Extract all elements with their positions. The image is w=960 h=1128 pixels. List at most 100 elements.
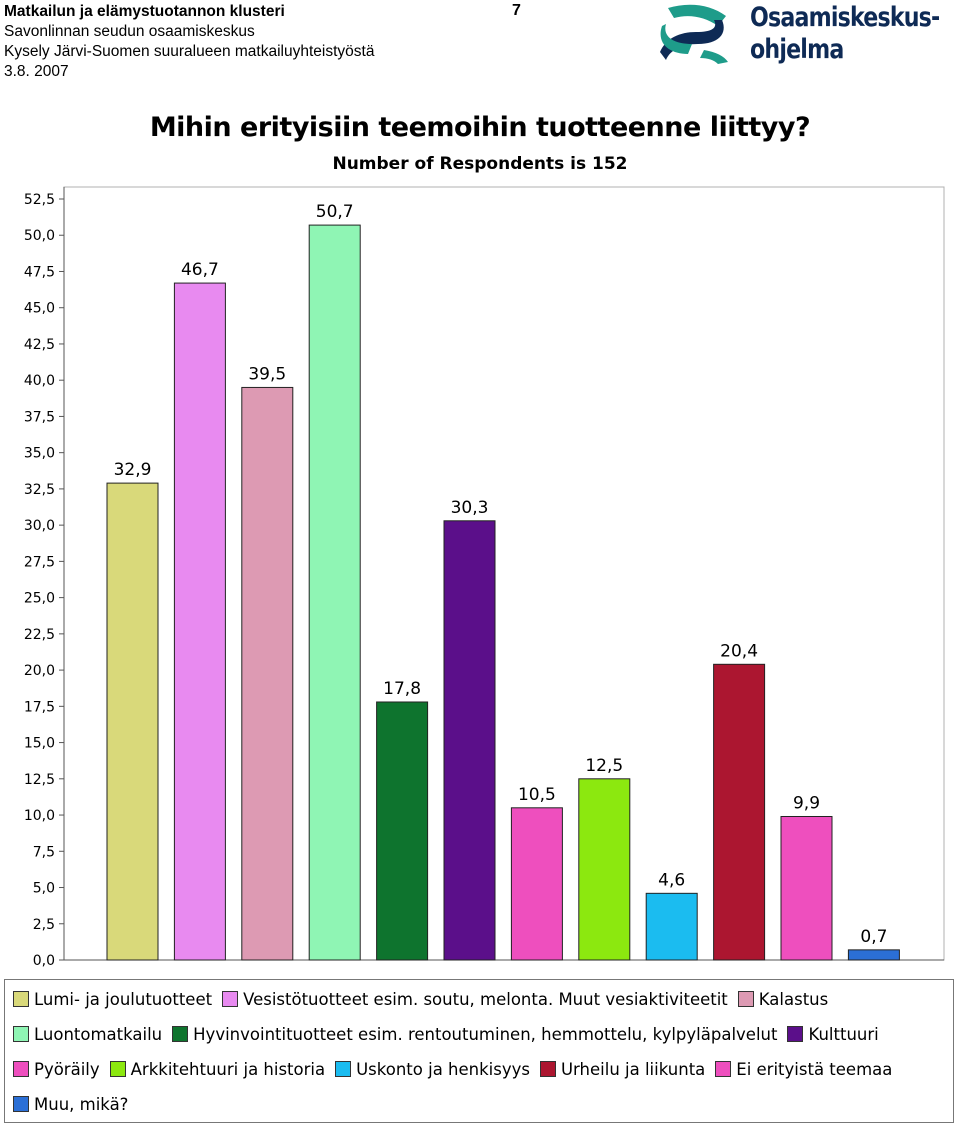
bar-value-label: 17,8 — [383, 679, 421, 699]
y-tick-label: 2,5 — [33, 917, 55, 933]
legend-item: Uskonto ja henkisyys — [335, 1060, 530, 1079]
y-tick-label: 42,5 — [24, 337, 55, 353]
legend-swatch — [539, 1061, 556, 1077]
legend-item: Pyöräily — [13, 1060, 100, 1079]
legend-swatch — [172, 1026, 189, 1042]
bar-value-label: 30,3 — [451, 498, 489, 518]
bar — [780, 815, 833, 961]
chart-title: Mihin erityisiin teemoihin tuotteenne li… — [149, 112, 811, 143]
bar-chart: 0,0 2,5 5,0 7,5 10,0 12,5 15,0 17,5 20,0 22,5 25,0… — [24, 186, 945, 969]
y-tick-label: 45,0 — [24, 301, 55, 317]
legend-row-4: Muu, mikä? — [13, 1093, 138, 1115]
y-tick-label: 37,5 — [24, 409, 55, 425]
y-tick-label: 47,5 — [24, 264, 55, 280]
y-tick-label: 30,0 — [24, 518, 55, 534]
legend-swatch — [715, 1061, 732, 1077]
y-tick-label: 35,0 — [24, 446, 55, 462]
bar-value-label: 0,7 — [860, 927, 887, 947]
legend-row-2: Luontomatkailu Hyvinvointituotteet esim. … — [13, 1023, 889, 1045]
bar — [578, 778, 631, 961]
logo-text-line1: Osaamiskeskus- — [750, 2, 940, 33]
legend-label: Hyvinvointituotteet esim. rentoutuminen,… — [193, 1024, 778, 1044]
header-cluster-title: Matkailun ja elämystuotannon klusteri — [4, 3, 285, 20]
y-tick-label: 10,0 — [24, 808, 55, 824]
legend-swatch — [13, 991, 29, 1007]
legend-label: Pyöräily — [34, 1059, 100, 1079]
legend-swatch — [109, 1061, 126, 1077]
legend-item: Kulttuuri — [787, 1024, 879, 1044]
header-date: 3.8. 2007 — [4, 63, 69, 80]
legend-item: Arkkitehtuuri ja historia — [109, 1059, 326, 1079]
legend-label: Arkkitehtuuri ja historia — [130, 1059, 326, 1079]
chart-subtitle: Number of Respondents is 152 — [332, 154, 628, 174]
bar — [106, 482, 159, 961]
chart-legend: Lumi- ja joulutuotteet Vesistötuotteet es… — [4, 979, 954, 1123]
legend-item: Muu, mikä? — [13, 1095, 128, 1114]
y-tick-label: 32,5 — [24, 482, 55, 498]
bar-value-label: 46,7 — [181, 260, 219, 280]
y-tick-label: 20,0 — [24, 663, 55, 679]
bar — [241, 386, 294, 961]
logo-text-line2: ohjelma — [750, 34, 844, 65]
legend-swatch — [787, 1026, 804, 1042]
y-tick-label: 25,0 — [24, 591, 55, 607]
legend-label: Kulttuuri — [808, 1024, 879, 1044]
bar-value-label: 32,9 — [114, 460, 152, 480]
y-tick-label: 50,0 — [24, 228, 55, 244]
legend-swatch — [222, 991, 239, 1007]
bar-value-label: 10,5 — [518, 785, 556, 805]
bar — [173, 282, 226, 961]
legend-label: Muu, mikä? — [34, 1094, 129, 1114]
bar — [443, 520, 496, 961]
legend-row-3: Pyöräily Arkkitehtuuri ja historia Uskonto… — [13, 1058, 902, 1080]
legend-label: Luontomatkailu — [34, 1024, 163, 1044]
bar — [510, 807, 563, 961]
legend-row-1: Lumi- ja joulutuotteet Vesistötuotteet es… — [13, 988, 838, 1010]
legend-label: Uskonto ja henkisyys — [356, 1059, 530, 1079]
legend-item: Hyvinvointituotteet esim. rentoutuminen,… — [172, 1025, 777, 1044]
legend-label: Ei erityistä teemaa — [736, 1059, 893, 1079]
legend-swatch — [737, 991, 754, 1007]
bar-value-label: 4,6 — [658, 870, 685, 890]
legend-swatch — [13, 1026, 29, 1042]
legend-swatch — [13, 1061, 29, 1077]
legend-label: Urheilu ja liikunta — [560, 1059, 706, 1079]
y-tick-label: 52,5 — [24, 192, 55, 208]
legend-item: Ei erityistä teemaa — [715, 1060, 892, 1079]
legend-label: Lumi- ja joulutuotteet — [34, 989, 213, 1009]
bar — [308, 224, 361, 961]
bar-value-label: 20,4 — [720, 641, 758, 661]
bar — [847, 949, 900, 961]
osaamiskeskus-logo: Osaamiskeskus- ohjelma — [658, 0, 940, 70]
helix-logo-icon — [660, 4, 728, 64]
bar-value-label: 9,9 — [793, 793, 820, 813]
y-tick-label: 17,5 — [24, 699, 55, 715]
legend-label: Kalastus — [758, 989, 829, 1009]
bar-value-label: 50,7 — [316, 202, 354, 222]
y-tick-label: 40,0 — [24, 373, 55, 389]
header-survey-name: Kysely Järvi-Suomen suuralueen matkailuy… — [4, 43, 375, 60]
y-tick-label: 5,0 — [33, 881, 55, 897]
legend-swatch — [13, 1096, 29, 1112]
page-number: 7 — [512, 2, 521, 19]
y-tick-label: 15,0 — [24, 736, 55, 752]
bar-value-label: 12,5 — [585, 756, 623, 776]
y-tick-label: 7,5 — [33, 844, 55, 860]
bar — [645, 892, 698, 961]
y-tick-label: 12,5 — [24, 772, 55, 788]
page-header: Matkailun ja elämystuotannon klusteri Sa… — [4, 2, 374, 82]
legend-item: Luontomatkailu — [13, 1025, 162, 1044]
legend-item: Lumi- ja joulutuotteet — [13, 990, 212, 1009]
bar — [713, 663, 766, 961]
legend-item: Vesistötuotteet esim. soutu, melonta. Mu… — [222, 990, 728, 1009]
legend-swatch — [335, 1061, 352, 1077]
legend-label: Vesistötuotteet esim. soutu, melonta. Mu… — [243, 989, 728, 1009]
y-tick-label: 27,5 — [24, 554, 55, 570]
y-tick-label: 0,0 — [33, 953, 55, 969]
bar-value-label: 39,5 — [248, 364, 286, 384]
legend-item: Kalastus — [737, 989, 829, 1009]
header-organization: Savonlinnan seudun osaamiskeskus — [4, 23, 255, 40]
bar — [376, 701, 429, 961]
legend-item: Urheilu ja liikunta — [539, 1059, 706, 1079]
y-tick-label: 22,5 — [24, 627, 55, 643]
